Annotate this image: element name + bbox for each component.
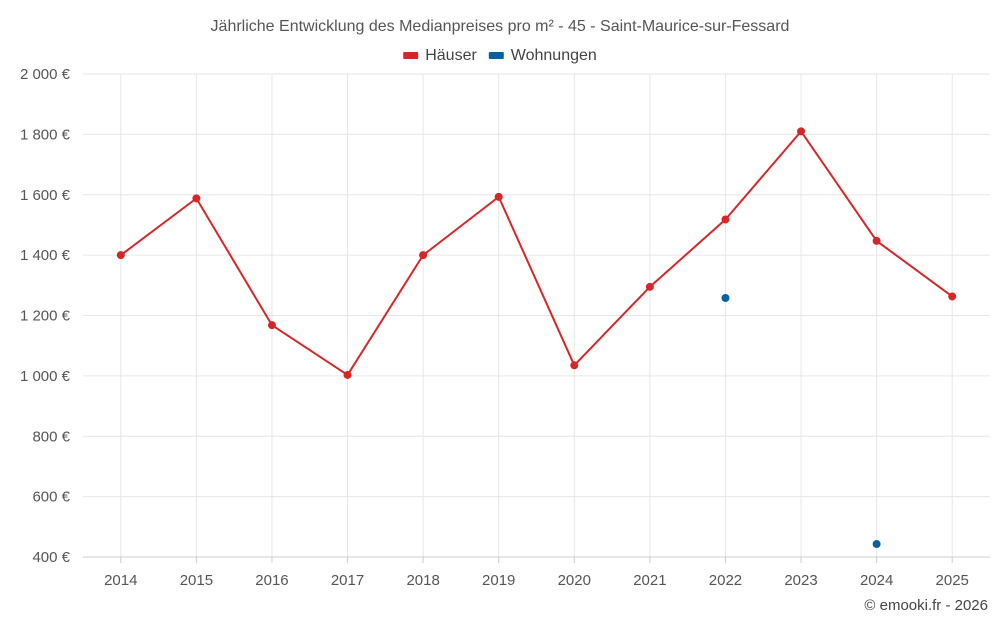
y-tick-label: 1 200 € <box>20 308 71 325</box>
series-Häuser <box>116 127 957 379</box>
series-line-segment <box>649 218 727 288</box>
x-tick-label: 2016 <box>255 572 288 589</box>
series-line-segment <box>724 130 802 221</box>
series-line-segment <box>346 254 424 376</box>
x-tick-label: 2021 <box>633 572 666 589</box>
y-tick-label: 1 600 € <box>20 187 71 204</box>
data-point[interactable] <box>192 194 201 203</box>
series-line-segment <box>271 324 349 376</box>
x-tick-label: 2025 <box>936 572 969 589</box>
data-point[interactable] <box>419 251 428 260</box>
series-line-segment <box>120 197 197 256</box>
x-tick-label: 2020 <box>558 572 591 589</box>
data-point[interactable] <box>645 282 654 291</box>
data-point[interactable] <box>343 370 352 379</box>
y-tick-label: 1 400 € <box>20 247 71 264</box>
data-point[interactable] <box>797 127 806 136</box>
y-axis: 400 € 600 € 800 € 1 000 € 1 200 € 1 400 € 1 60… <box>20 66 71 566</box>
x-tick-label: 2024 <box>860 572 893 589</box>
legend-item-Wohnungen[interactable]: Wohnungen <box>488 47 597 64</box>
legend-swatch <box>403 52 419 59</box>
series-line-segment <box>422 196 500 256</box>
series-line-segment <box>573 286 651 367</box>
series-line-segment <box>497 196 576 366</box>
y-tick-label: 1 800 € <box>20 126 71 143</box>
grid <box>83 73 990 557</box>
x-tick-label: 2018 <box>406 572 439 589</box>
data-point[interactable] <box>721 215 730 224</box>
y-tick-label: 800 € <box>32 428 70 445</box>
y-tick-label: 600 € <box>32 489 70 506</box>
data-point[interactable] <box>116 251 125 260</box>
x-tick-label: 2014 <box>104 572 137 589</box>
legend-label: Häuser <box>425 47 477 64</box>
legend: Häuser Wohnungen <box>403 47 597 64</box>
data-point[interactable] <box>570 361 579 370</box>
legend-swatch <box>488 52 504 59</box>
y-tick-label: 400 € <box>32 549 70 566</box>
data-point[interactable] <box>494 192 503 201</box>
y-tick-label: 1 000 € <box>20 368 71 385</box>
series-line-segment <box>876 240 953 298</box>
x-tick-label: 2017 <box>331 572 364 589</box>
x-tick-label: 2015 <box>180 572 213 589</box>
series-line-segment <box>195 197 273 326</box>
x-tick-label: 2019 <box>482 572 515 589</box>
data-point[interactable] <box>948 292 957 301</box>
data-point[interactable] <box>872 236 881 245</box>
data-point[interactable] <box>872 540 881 549</box>
y-tick-label: 2 000 € <box>20 66 71 83</box>
x-tick-label: 2023 <box>784 572 817 589</box>
chart-title: Jährliche Entwicklung des Medianpreises … <box>211 18 790 35</box>
credit-text: © emooki.fr - 2026 <box>864 597 988 614</box>
x-axis: 2014 2015 2016 2017 2018 2019 2020 2021 2022 2023… <box>83 556 990 589</box>
series-layer <box>116 127 957 549</box>
x-tick-label: 2022 <box>709 572 742 589</box>
legend-item-Häuser[interactable]: Häuser <box>403 47 477 64</box>
series-Wohnungen <box>721 293 881 549</box>
data-point[interactable] <box>721 293 730 302</box>
data-point[interactable] <box>267 321 276 330</box>
series-line-segment <box>800 130 878 242</box>
legend-label: Wohnungen <box>511 47 597 64</box>
